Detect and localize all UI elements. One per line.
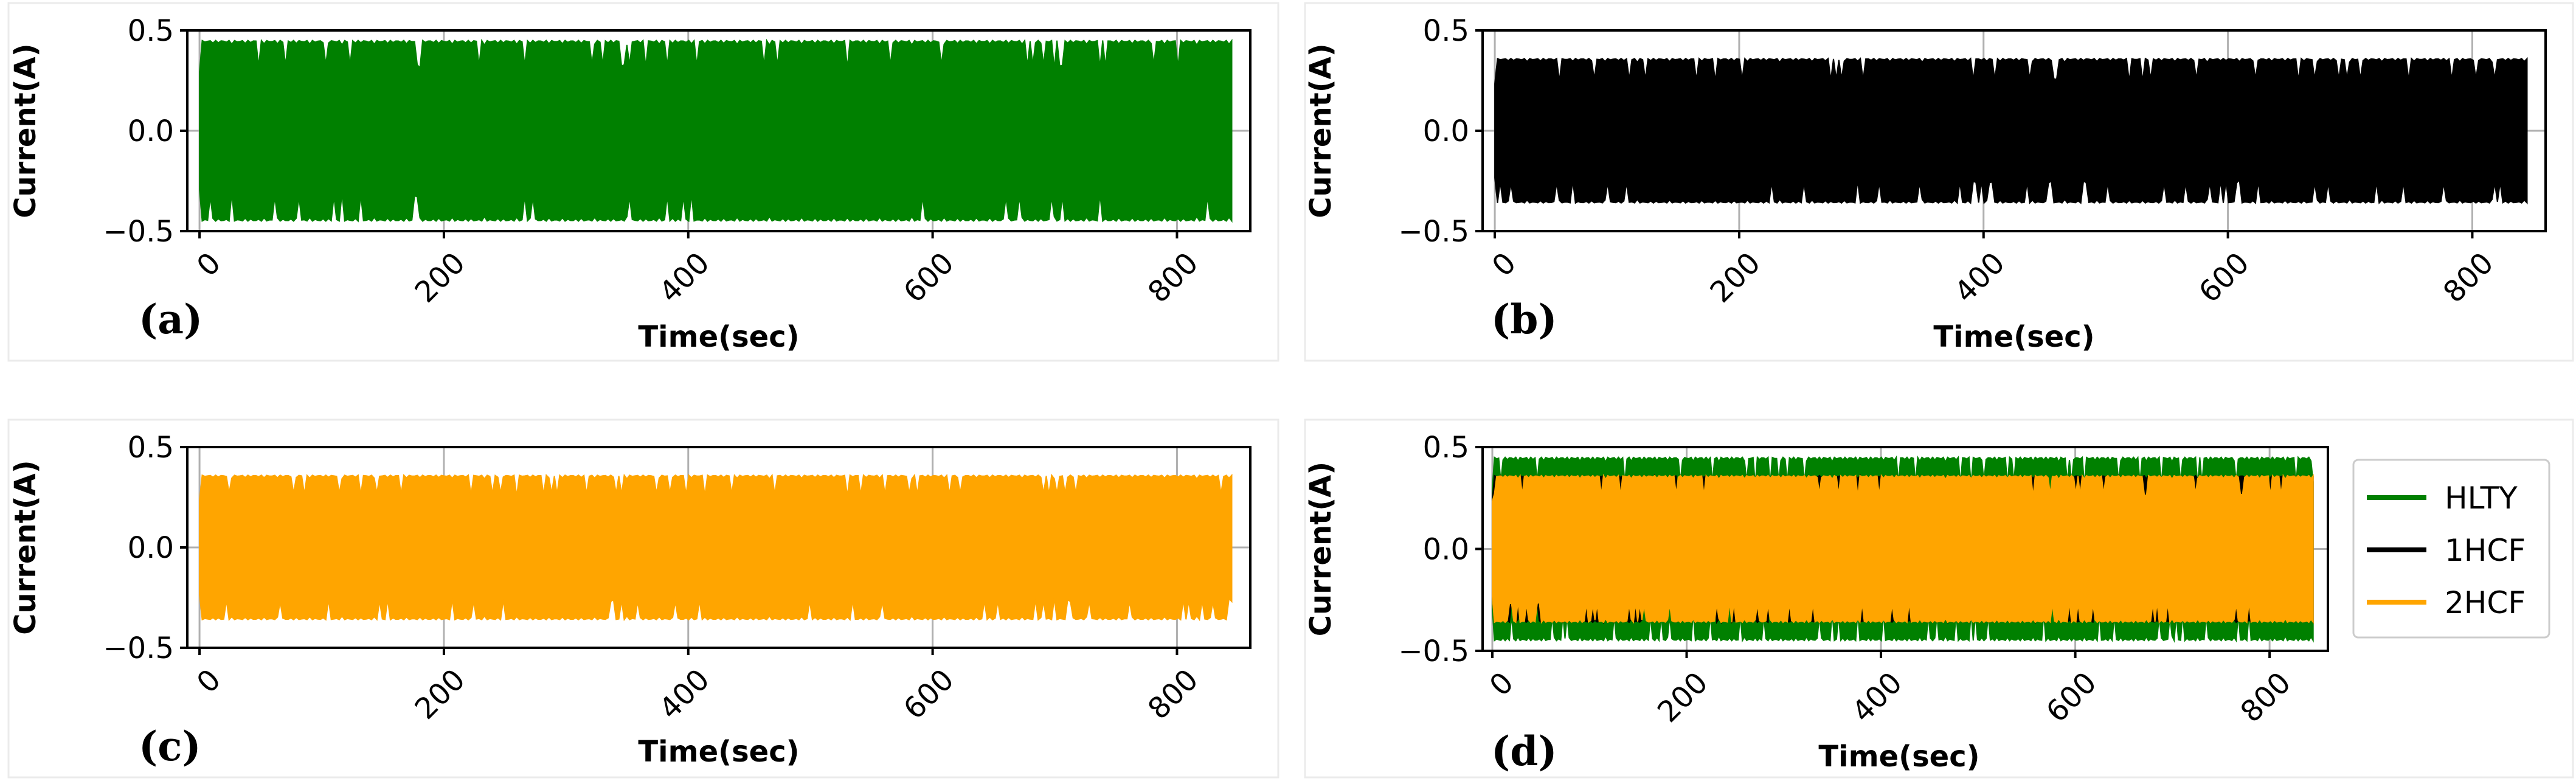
y-axis-label-d: Current(A) [1304, 462, 1338, 636]
y-tick-label-a-1: 0.0 [128, 114, 174, 148]
x-axis-label-c: Time(sec) [638, 735, 799, 769]
chart-panel-a: −0.5 0.0 0.5 0 200 400 600 800 Current(A) Time(se… [9, 14, 1252, 354]
series-b-1HCF [1494, 57, 2528, 205]
x-tick-label-c-2: 400 [653, 662, 716, 726]
y-tick-label-c-0: −0.5 [103, 631, 174, 665]
x-tick-label-c-0: 0 [190, 662, 227, 699]
y-tick-label-b-1: 0.0 [1423, 114, 1469, 148]
panel-border-c [7, 418, 1279, 779]
x-tick-label-d-0: 0 [1483, 665, 1520, 703]
series-group-b [1494, 57, 2528, 205]
panel-border-a [7, 2, 1279, 362]
x-axis-label-d: Time(sec) [1818, 740, 1979, 774]
y-tick-label-b-0: −0.5 [1398, 215, 1469, 249]
x-tick-label-d-1: 200 [1651, 665, 1714, 729]
y-tick-label-d-2: 0.5 [1423, 431, 1469, 465]
y-tick-label-c-1: 0.0 [128, 531, 174, 565]
panel-tag-c: (c) [139, 723, 201, 770]
panel-border-b [1304, 2, 2574, 362]
x-tick-label-d-4: 800 [2234, 665, 2297, 729]
x-tick-label-b-2: 400 [1948, 246, 2011, 309]
x-tick-label-c-4: 800 [1141, 662, 1205, 726]
panel-tag-a: (a) [139, 296, 203, 343]
chart-panel-b: −0.5 0.0 0.5 0 200 400 600 800 Current(A) Time(se… [1304, 14, 2547, 354]
panel-border-d [1304, 418, 2574, 779]
x-tick-label-b-4: 800 [2437, 246, 2500, 309]
legend-label-1HCF: 1HCF [2445, 533, 2526, 568]
x-axis-label-a: Time(sec) [638, 320, 799, 354]
y-tick-label-d-0: −0.5 [1398, 634, 1469, 668]
legend-label-HLTY: HLTY [2445, 481, 2518, 516]
y-tick-label-a-2: 0.5 [128, 14, 174, 48]
y-axis-label-a: Current(A) [9, 43, 43, 218]
panel-tag-d: (d) [1491, 727, 1557, 775]
x-tick-label-d-2: 400 [1846, 665, 1909, 729]
x-tick-label-a-0: 0 [190, 246, 227, 283]
x-tick-label-a-4: 800 [1141, 246, 1205, 309]
y-axis-label-b: Current(A) [1304, 43, 1338, 218]
series-d-2HCF [1492, 473, 2314, 625]
y-tick-label-c-2: 0.5 [128, 431, 174, 465]
chart-panel-d: −0.5 0.0 0.5 0 200 400 600 800 Current(A) Time(se… [1304, 431, 2550, 775]
legend-label-2HCF: 2HCF [2445, 585, 2526, 620]
x-tick-label-b-1: 200 [1703, 246, 1767, 309]
series-group-d [1492, 455, 2314, 643]
panel-tag-b: (b) [1491, 296, 1557, 343]
x-axis-label-b: Time(sec) [1933, 320, 2094, 354]
chart-panel-c: −0.5 0.0 0.5 0 200 400 600 800 Current(A) Time(se… [9, 431, 1252, 770]
series-c-2HCF [199, 473, 1233, 622]
x-tick-label-b-3: 600 [2192, 246, 2256, 309]
x-tick-label-d-3: 600 [2040, 665, 2103, 729]
series-a-HLTY [199, 38, 1233, 223]
series-group-c [199, 473, 1233, 622]
series-group-a [199, 38, 1233, 223]
x-tick-label-c-1: 200 [408, 662, 471, 726]
legend-d: HLTY 1HCF 2HCF [2352, 459, 2550, 639]
x-tick-label-a-2: 400 [653, 246, 716, 309]
y-tick-label-d-1: 0.0 [1423, 533, 1469, 567]
x-tick-label-a-3: 600 [897, 246, 960, 309]
y-tick-label-a-0: −0.5 [103, 215, 174, 249]
y-axis-label-c: Current(A) [9, 460, 43, 634]
x-tick-label-b-0: 0 [1486, 246, 1523, 283]
x-tick-label-c-3: 600 [897, 662, 960, 726]
y-tick-label-b-2: 0.5 [1423, 14, 1469, 48]
x-tick-label-a-1: 200 [408, 246, 471, 309]
legend-frame-d [2352, 459, 2550, 639]
